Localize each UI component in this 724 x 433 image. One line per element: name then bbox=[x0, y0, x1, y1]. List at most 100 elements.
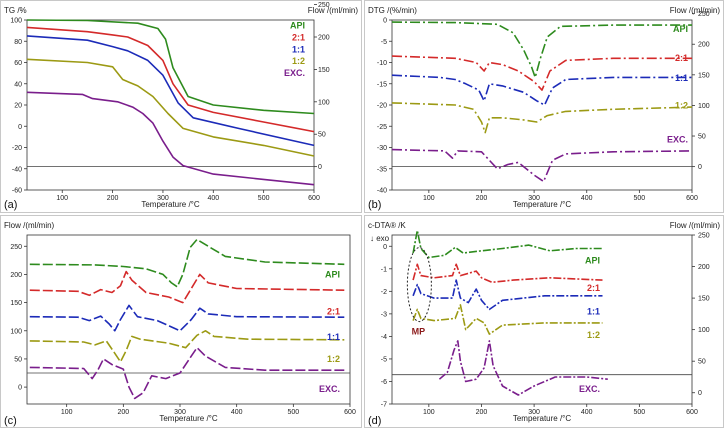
y-axis-label-right: Flow /(ml/min) bbox=[308, 6, 359, 15]
x-tick-label: 300 bbox=[174, 409, 186, 416]
y-tick-label: -6 bbox=[381, 379, 387, 386]
right-tick-label: 250 bbox=[698, 11, 710, 18]
y-tick-label: -20 bbox=[12, 145, 22, 152]
y-axis-label-left: c-DTA® /K bbox=[368, 221, 406, 230]
y-axis-label-right: Flow /(ml/min) bbox=[670, 6, 721, 15]
x-tick-label: 100 bbox=[56, 195, 68, 202]
legend-label: EXC. bbox=[579, 384, 600, 394]
right-tick-label: 50 bbox=[698, 134, 706, 141]
x-tick-label: 200 bbox=[476, 195, 488, 202]
y-tick-label: -15 bbox=[377, 81, 387, 88]
legend-label: 1:2 bbox=[587, 330, 600, 340]
series-line-exc bbox=[26, 91, 315, 186]
right-tick-label: 50 bbox=[698, 359, 706, 366]
y-tick-label: 60 bbox=[14, 60, 22, 67]
y-axis-label-right: Flow /(ml/min) bbox=[670, 221, 721, 230]
mp-annotation: MP bbox=[412, 327, 426, 337]
series-line-21 bbox=[29, 270, 345, 304]
y-tick-label: 0 bbox=[383, 18, 387, 25]
right-tick-label: 250 bbox=[698, 233, 710, 240]
y-tick-label: 100 bbox=[10, 18, 22, 25]
x-axis-label: Temperature /°C bbox=[141, 200, 200, 209]
legend-label: API bbox=[585, 256, 600, 266]
legend-label: 1:2 bbox=[292, 56, 305, 66]
legend-label: 2:1 bbox=[587, 283, 600, 293]
series-line-12 bbox=[26, 58, 315, 157]
x-tick-label: 100 bbox=[423, 195, 435, 202]
legend-label: 1:1 bbox=[292, 44, 305, 54]
x-tick-label: 300 bbox=[528, 409, 540, 416]
series-line-11 bbox=[26, 35, 315, 147]
x-tick-label: 500 bbox=[258, 195, 270, 202]
y-tick-label: -60 bbox=[12, 188, 22, 195]
series-line-12 bbox=[391, 102, 693, 134]
x-tick-label: 100 bbox=[61, 409, 73, 416]
right-tick-label: 50 bbox=[318, 132, 326, 139]
legend-label: 2:1 bbox=[675, 53, 688, 63]
y-tick-label: 150 bbox=[10, 300, 22, 307]
legend-label: 1:2 bbox=[327, 354, 340, 364]
y-tick-label: -4 bbox=[381, 334, 387, 341]
y-tick-label: 250 bbox=[10, 244, 22, 251]
y-tick-label: -25 bbox=[377, 124, 387, 131]
right-tick-label: 200 bbox=[698, 42, 710, 49]
plot-area bbox=[391, 234, 693, 405]
series-line-exc bbox=[391, 148, 693, 183]
series-line-api bbox=[26, 19, 315, 115]
x-tick-label: 400 bbox=[581, 195, 593, 202]
right-tick-label: 0 bbox=[698, 390, 702, 397]
x-tick-label: 500 bbox=[634, 195, 646, 202]
series-line-21 bbox=[26, 26, 315, 133]
legend-label: API bbox=[673, 24, 688, 34]
right-tick-label: 100 bbox=[318, 99, 330, 106]
y-tick-label: 0 bbox=[383, 244, 387, 251]
y-tick-label: -5 bbox=[381, 39, 387, 46]
y-tick-label: 0 bbox=[18, 124, 22, 131]
panel-label: (a) bbox=[4, 199, 17, 211]
y-axis-label-left: TG /% bbox=[4, 6, 27, 15]
legend-label: API bbox=[290, 21, 305, 31]
right-tick-label: 200 bbox=[318, 35, 330, 42]
y-tick-label: -5 bbox=[381, 356, 387, 363]
right-tick-label: 150 bbox=[698, 72, 710, 79]
right-tick-label: 150 bbox=[318, 67, 330, 74]
y-tick-label: -40 bbox=[377, 188, 387, 195]
y-tick-label: 200 bbox=[10, 272, 22, 279]
x-tick-label: 600 bbox=[686, 195, 698, 202]
x-tick-label: 300 bbox=[528, 195, 540, 202]
y-axis-label-left: Flow /(ml/min) bbox=[4, 221, 55, 230]
x-tick-label: 300 bbox=[157, 195, 169, 202]
legend-label: EXC. bbox=[319, 384, 340, 394]
x-tick-label: 400 bbox=[207, 195, 219, 202]
y-tick-label: -35 bbox=[377, 166, 387, 173]
panel-label: (b) bbox=[368, 199, 381, 211]
plot-area bbox=[26, 234, 351, 405]
series-line-11 bbox=[29, 304, 345, 332]
legend-label: EXC. bbox=[284, 68, 305, 78]
x-tick-label: 200 bbox=[476, 409, 488, 416]
y-tick-label: -40 bbox=[12, 166, 22, 173]
y-tick-label: -3 bbox=[381, 311, 387, 318]
panel-c: Flow /(ml/min) Temperature /°C 100 200 300 40… bbox=[0, 215, 362, 428]
right-tick-label: 100 bbox=[698, 327, 710, 334]
y-tick-label: -7 bbox=[381, 402, 387, 409]
panel-b: DTG /(%/min) Flow /(ml/min) Temperature /°… bbox=[364, 0, 724, 213]
legend-label: API bbox=[325, 269, 340, 279]
series-line-11 bbox=[412, 279, 603, 311]
series-line-12 bbox=[29, 330, 345, 363]
right-tick-label: 0 bbox=[318, 164, 322, 171]
panel-a: TG /% Flow /(ml/min) Temperature /°C 100 200… bbox=[0, 0, 362, 213]
right-tick-label: 250 bbox=[318, 2, 330, 9]
series-line-exc bbox=[438, 340, 608, 396]
panel-label: (d) bbox=[368, 415, 381, 427]
legend-label: 1:1 bbox=[587, 306, 600, 316]
x-tick-label: 200 bbox=[117, 409, 129, 416]
series-line-11 bbox=[391, 74, 692, 106]
x-tick-label: 400 bbox=[581, 409, 593, 416]
y-tick-label: 40 bbox=[14, 81, 22, 88]
x-tick-label: 600 bbox=[686, 409, 698, 416]
panel-label: (c) bbox=[4, 415, 17, 427]
legend-label: 1:2 bbox=[675, 100, 688, 110]
